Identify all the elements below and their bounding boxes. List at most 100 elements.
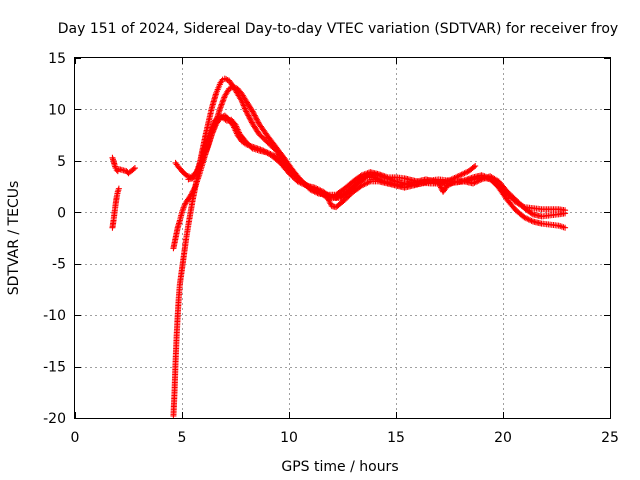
data-point <box>373 175 380 181</box>
data-point <box>452 174 459 181</box>
data-point <box>474 178 481 185</box>
data-point <box>378 177 385 184</box>
y-tick-labels: -20 -15 -10 -5 0 5 10 15 <box>43 51 66 427</box>
data-point <box>326 199 333 205</box>
y-tick-label: 5 <box>57 154 66 170</box>
data-point <box>246 115 253 122</box>
x-tick-labels: 0 5 10 15 20 25 <box>71 430 619 446</box>
data-point <box>245 112 252 119</box>
data-point <box>528 210 535 217</box>
data-point <box>246 113 253 120</box>
data-point <box>457 172 464 179</box>
data-point <box>252 113 259 120</box>
data-point <box>455 172 462 179</box>
data-point <box>364 179 371 186</box>
data-point <box>181 203 188 210</box>
data-point <box>371 174 378 181</box>
data-point <box>115 185 122 192</box>
data-point <box>311 184 318 191</box>
data-point <box>460 170 467 177</box>
data-point <box>217 114 224 121</box>
x-tick-label: 15 <box>387 430 405 446</box>
data-point <box>243 108 250 115</box>
data-point <box>472 163 479 169</box>
data-point <box>253 115 260 122</box>
y-tick-label: 10 <box>48 102 66 118</box>
data-point <box>313 185 320 192</box>
data-point <box>191 185 198 192</box>
data-point <box>251 112 258 119</box>
x-tick-label: 10 <box>280 430 298 446</box>
data-point <box>528 217 535 224</box>
data-point <box>314 185 321 192</box>
data-point <box>183 172 190 179</box>
x-tick-label: 25 <box>601 430 619 446</box>
data-point <box>521 214 528 221</box>
x-tick-label: 5 <box>178 430 187 446</box>
data-point <box>247 116 254 123</box>
y-tick-label: 15 <box>48 51 66 67</box>
data-point <box>524 215 531 222</box>
data-point <box>437 183 444 190</box>
data-point <box>250 109 257 116</box>
plot-frame <box>74 57 611 419</box>
y-tick-label: -15 <box>43 360 66 376</box>
data-point <box>361 181 368 188</box>
data-point <box>226 85 233 92</box>
data-point <box>375 176 382 183</box>
data-point <box>458 171 465 178</box>
data-point <box>327 200 334 207</box>
data-point <box>187 192 194 199</box>
data-point <box>451 175 458 181</box>
y-tick-label: -20 <box>43 411 66 427</box>
data-point <box>377 177 384 184</box>
series-track-b <box>109 185 122 231</box>
y-tick-label: -10 <box>43 308 66 324</box>
data-point <box>223 76 230 83</box>
data-point <box>365 179 372 186</box>
data-point <box>131 165 138 172</box>
data-point <box>221 75 228 82</box>
data-point <box>461 170 468 177</box>
data-point <box>327 194 334 201</box>
x-tick-label: 0 <box>71 430 80 446</box>
data-point <box>181 201 188 208</box>
data-point <box>525 216 532 223</box>
chart-title: Day 151 of 2024, Sidereal Day-to-day VTE… <box>58 21 618 37</box>
data-point <box>448 176 455 183</box>
data-point <box>470 180 477 187</box>
data-point <box>562 210 569 217</box>
data-point <box>475 177 482 184</box>
data-point <box>360 181 367 188</box>
data-point <box>363 180 370 187</box>
data-point <box>470 164 477 171</box>
data-point <box>254 118 261 125</box>
data-point <box>190 187 197 194</box>
data-point <box>244 111 251 118</box>
grid-lines <box>75 58 610 418</box>
data-point <box>188 190 195 197</box>
data-point <box>454 173 461 180</box>
data-point <box>358 182 365 189</box>
y-axis-label: SDTVAR / TECUs <box>6 181 22 296</box>
data-points <box>109 75 569 419</box>
data-point <box>361 175 368 182</box>
data-point <box>230 83 237 90</box>
data-point <box>231 84 238 91</box>
data-point <box>472 179 479 186</box>
series-track-d <box>172 83 569 231</box>
data-point <box>188 191 195 198</box>
data-point <box>227 85 234 92</box>
data-point <box>315 186 322 193</box>
y-tick-label: 0 <box>57 205 66 221</box>
data-point <box>294 178 301 185</box>
data-point <box>248 118 255 125</box>
axis-ticks <box>75 58 611 419</box>
data-point <box>295 179 302 186</box>
x-axis-label: GPS time / hours <box>281 459 398 475</box>
data-point <box>297 179 304 186</box>
data-point <box>249 108 256 115</box>
data-point <box>562 224 569 231</box>
data-point <box>130 166 137 173</box>
